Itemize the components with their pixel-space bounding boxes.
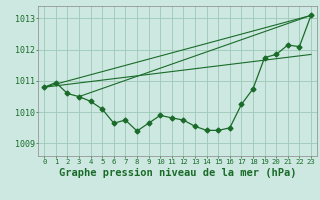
X-axis label: Graphe pression niveau de la mer (hPa): Graphe pression niveau de la mer (hPa) (59, 168, 296, 178)
